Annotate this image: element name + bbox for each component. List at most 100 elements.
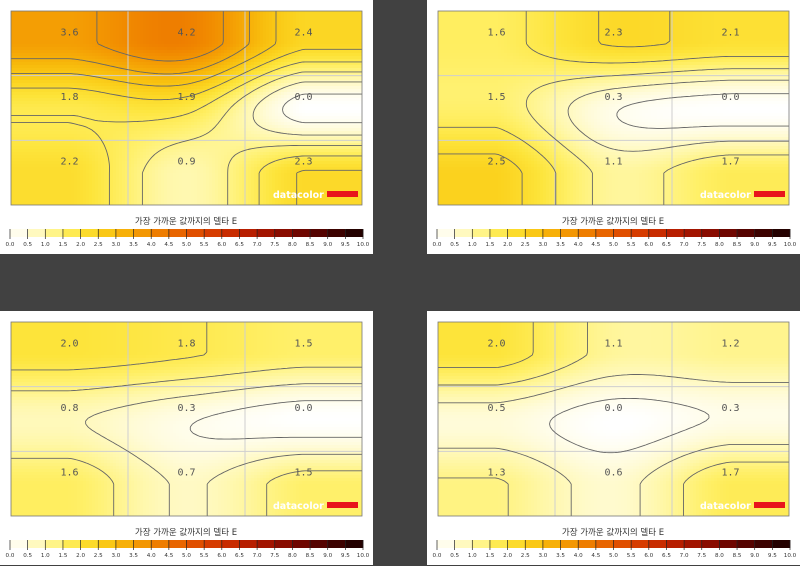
heat-cell [215, 98, 219, 102]
heat-cell [350, 131, 354, 135]
heat-cell [311, 86, 315, 90]
heat-cell [176, 50, 180, 54]
heat-cell [317, 95, 321, 99]
heat-cell [314, 17, 318, 21]
heat-cell [212, 50, 216, 54]
heat-cell [128, 47, 132, 51]
heat-cell [338, 134, 342, 138]
heat-cell [233, 50, 237, 54]
heat-cell [122, 32, 126, 36]
heat-cell [77, 80, 81, 84]
heat-cell [161, 137, 165, 141]
heat-cell [167, 80, 171, 84]
heat-cell [62, 59, 66, 63]
heat-cell [284, 128, 288, 132]
heat-cell [104, 107, 108, 111]
heat-cell [77, 14, 81, 18]
heat-cell [47, 125, 51, 129]
heat-cell [170, 98, 174, 102]
heat-cell [41, 113, 45, 117]
heat-cell [74, 98, 78, 102]
heat-cell [269, 131, 273, 135]
heat-cell [185, 65, 189, 69]
heat-cell [53, 125, 57, 129]
heat-cell [35, 122, 39, 126]
heat-cell [29, 17, 33, 21]
heat-cell [344, 44, 348, 48]
heat-cell [227, 125, 231, 129]
heat-cell [179, 134, 183, 138]
heat-cell [92, 98, 96, 102]
heat-cell [263, 38, 267, 42]
heat-cell [239, 107, 243, 111]
heat-cell [260, 47, 264, 51]
heat-cell [23, 134, 27, 138]
heat-cell [212, 35, 216, 39]
heat-cell [356, 131, 360, 135]
heat-cell [50, 68, 54, 72]
heat-cell [137, 134, 141, 138]
heat-cell [311, 89, 315, 93]
heat-cell [188, 101, 192, 105]
heat-cell [206, 71, 210, 75]
heat-cell [248, 119, 252, 123]
heat-cell [218, 134, 222, 138]
heat-cell [50, 77, 54, 81]
heat-cell [182, 89, 186, 93]
heat-cell [80, 80, 84, 84]
heat-cell [116, 80, 120, 84]
heat-cell [281, 131, 285, 135]
heat-cell [320, 29, 324, 33]
heat-cell [128, 44, 132, 48]
heat-cell [227, 53, 231, 57]
heat-cell [155, 113, 159, 117]
heat-cell [35, 128, 39, 132]
heat-cell [263, 20, 267, 24]
heat-cell [32, 131, 36, 135]
heat-cell [344, 26, 348, 30]
heat-cell [125, 20, 129, 24]
heat-cell [122, 71, 126, 75]
heat-cell [203, 131, 207, 135]
heat-cell [311, 98, 315, 102]
heat-cell [29, 95, 33, 99]
heat-cell [89, 77, 93, 81]
heat-cell [188, 29, 192, 33]
heat-cell [173, 56, 177, 60]
heat-cell [59, 131, 63, 135]
heat-cell [221, 92, 225, 96]
heat-cell [332, 125, 336, 129]
heat-cell [350, 20, 354, 24]
heat-cell [56, 80, 60, 84]
heat-cell [290, 53, 294, 57]
heat-cell [20, 56, 24, 60]
heat-cell [62, 83, 66, 87]
heat-cell [191, 116, 195, 120]
heat-cell [101, 47, 105, 51]
heat-cell [110, 128, 114, 132]
heat-cell [305, 32, 309, 36]
heat-cell [239, 110, 243, 114]
heat-cell [353, 50, 357, 54]
heat-cell [203, 41, 207, 45]
heat-cell [308, 32, 312, 36]
heat-cell [236, 125, 240, 129]
heat-cell [188, 104, 192, 108]
heat-cell [344, 128, 348, 132]
heat-cell [197, 20, 201, 24]
heat-cell [164, 107, 168, 111]
heat-cell [284, 86, 288, 90]
heat-cell [314, 68, 318, 72]
heat-cell [56, 89, 60, 93]
heat-cell [218, 14, 222, 18]
heat-cell [260, 98, 264, 102]
heat-cell [140, 44, 144, 48]
heat-cell [230, 113, 234, 117]
heat-cell [11, 32, 15, 36]
heat-cell [203, 122, 207, 126]
heat-cell [248, 128, 252, 132]
heat-cell [116, 44, 120, 48]
heat-cell [41, 68, 45, 72]
heat-cell [26, 95, 30, 99]
heat-cell [188, 35, 192, 39]
